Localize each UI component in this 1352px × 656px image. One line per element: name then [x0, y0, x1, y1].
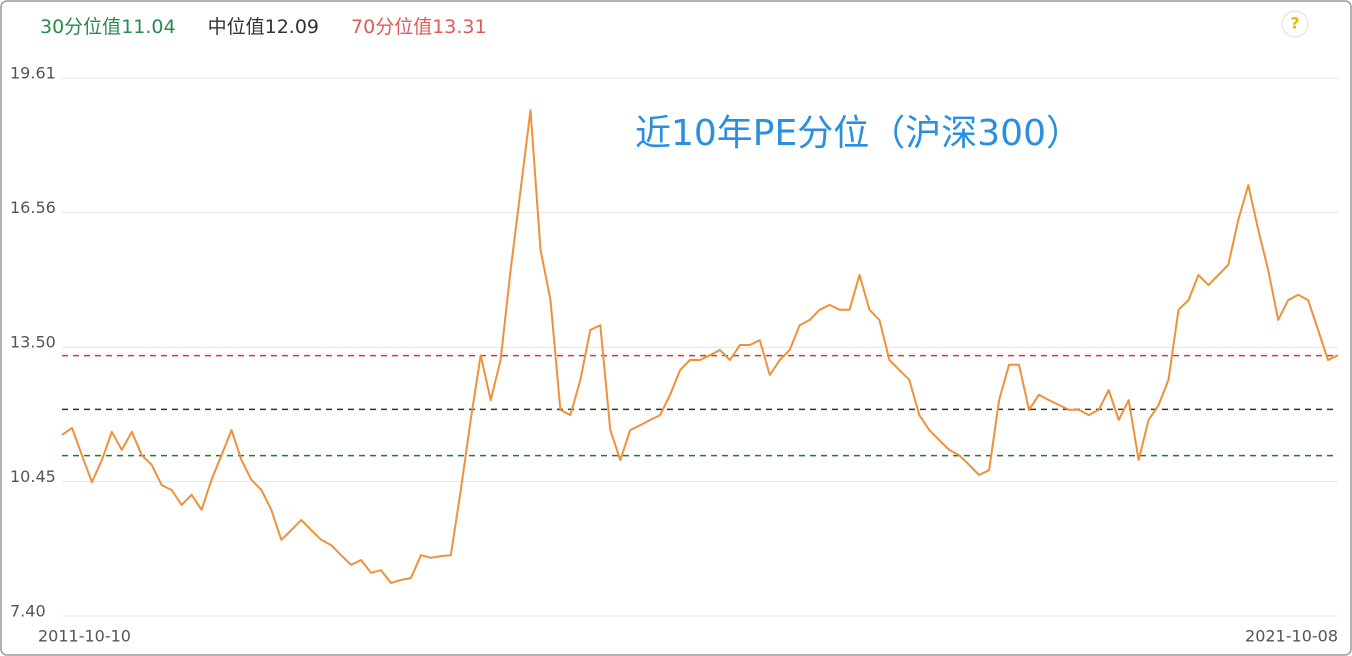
help-button[interactable]	[1281, 10, 1309, 38]
legend-value: 11.04	[121, 16, 175, 38]
y-tick-label: 7.40	[10, 602, 46, 621]
legend-name: 中位值	[208, 16, 265, 38]
help-icon[interactable]: ?	[1290, 14, 1299, 33]
y-tick-label: 19.61	[10, 64, 56, 83]
pe-line	[61, 109, 1339, 584]
chart-title: 近10年PE分位（沪深300）	[635, 113, 1082, 154]
legend-name: 30分位值	[40, 16, 121, 38]
x-tick-label: 2021-10-08	[1245, 627, 1338, 646]
x-tick-label: 2011-10-10	[38, 627, 131, 646]
legend-item: 30分位值11.04	[40, 16, 176, 38]
legend: 30分位值11.04 中位值12.09 70分位值13.31	[40, 16, 487, 38]
legend-item: 中位值12.09	[208, 16, 319, 38]
legend-name: 70分位值	[351, 16, 432, 38]
y-tick-label: 16.56	[10, 198, 56, 217]
legend-item: 70分位值13.31	[351, 16, 487, 38]
legend-value: 12.09	[265, 16, 319, 38]
y-tick-label: 10.45	[10, 467, 56, 486]
legend-value: 13.31	[432, 16, 486, 38]
y-tick-label: 13.50	[10, 333, 56, 352]
